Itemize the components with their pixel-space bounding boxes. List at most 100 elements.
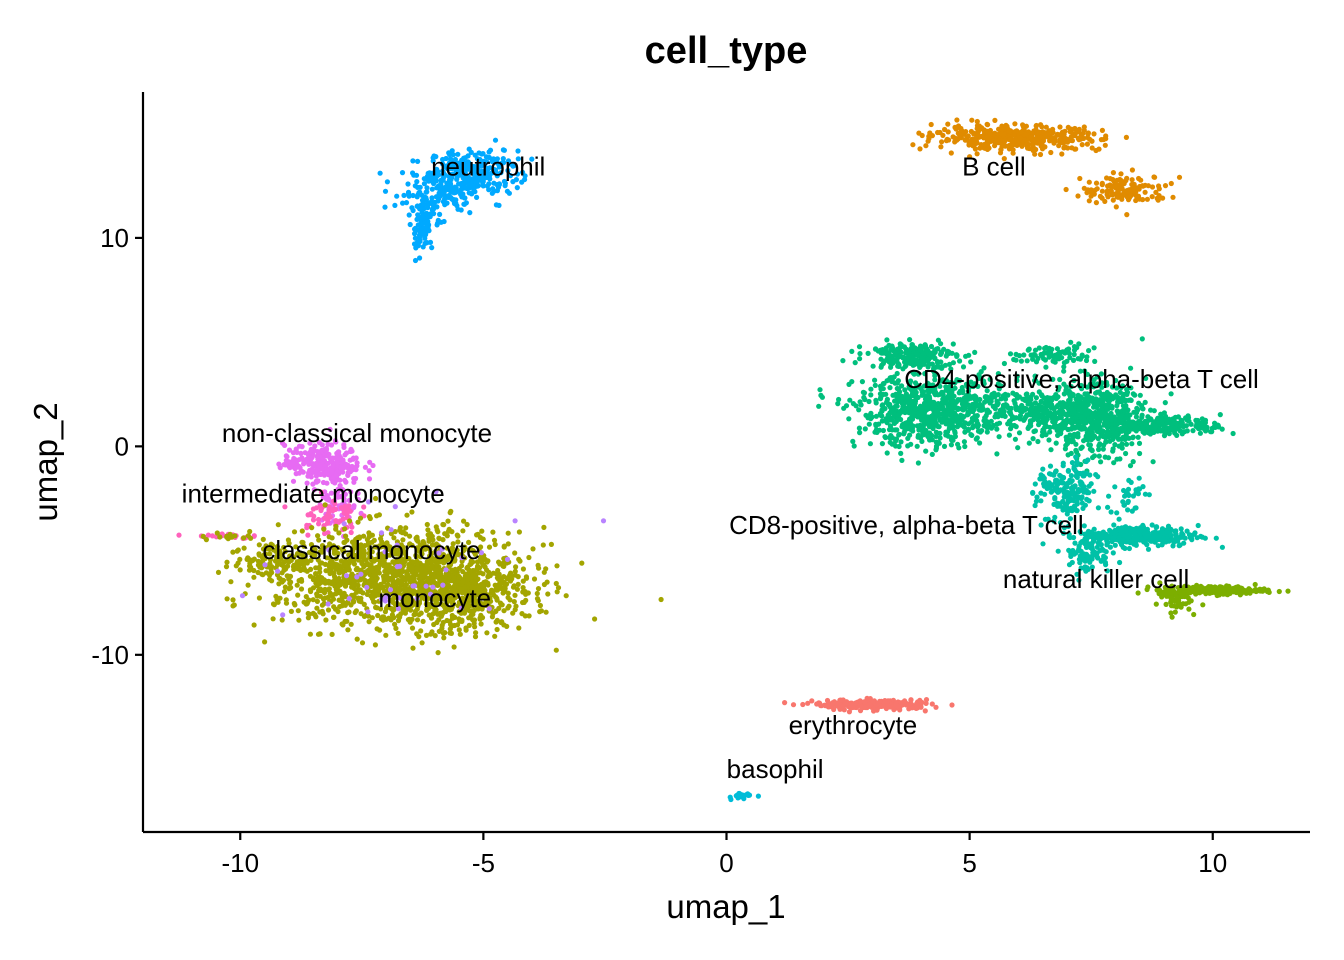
- data-point: [514, 185, 520, 191]
- data-point: [1090, 550, 1096, 556]
- data-point: [1083, 357, 1090, 364]
- data-point: [926, 136, 932, 142]
- data-point: [819, 394, 826, 400]
- data-point: [918, 408, 924, 415]
- data-point: [852, 360, 858, 366]
- data-point: [982, 399, 988, 405]
- data-point: [927, 382, 933, 388]
- data-point: [950, 341, 956, 347]
- data-point: [460, 157, 466, 163]
- data-point: [1213, 587, 1219, 593]
- data-point: [925, 421, 931, 427]
- data-point: [1132, 505, 1138, 511]
- data-point: [872, 377, 878, 383]
- data-point: [1068, 473, 1074, 479]
- data-point: [943, 378, 949, 384]
- data-point: [1089, 145, 1095, 151]
- data-point: [1018, 358, 1024, 364]
- data-point: [898, 439, 904, 445]
- data-point: [1040, 144, 1046, 150]
- data-point: [888, 408, 895, 414]
- data-point: [1057, 349, 1063, 355]
- data-point: [1108, 509, 1114, 515]
- data-point: [1093, 472, 1099, 478]
- data-point: [1110, 436, 1116, 442]
- data-point: [977, 440, 983, 446]
- data-point: [311, 513, 317, 519]
- data-point: [886, 355, 892, 361]
- data-point: [1171, 539, 1177, 545]
- data-point: [866, 398, 872, 405]
- data-point: [1030, 391, 1036, 397]
- data-point: [970, 423, 977, 429]
- data-point: [896, 362, 902, 368]
- data-point: [314, 598, 320, 605]
- data-point: [1081, 438, 1087, 444]
- data-point: [1168, 526, 1174, 532]
- data-point: [1081, 124, 1087, 130]
- data-point: [972, 395, 978, 401]
- data-point: [1059, 130, 1065, 136]
- data-point: [1124, 212, 1130, 218]
- data-point: [950, 423, 957, 430]
- data-point: [1088, 419, 1094, 425]
- data-point: [474, 167, 480, 173]
- data-point: [464, 176, 470, 182]
- data-point: [928, 343, 935, 350]
- data-point: [1075, 422, 1081, 428]
- data-point: [1123, 450, 1129, 457]
- data-point: [354, 636, 360, 642]
- data-point: [1026, 346, 1032, 352]
- data-point: [293, 463, 300, 469]
- data-point: [929, 361, 936, 367]
- data-point: [914, 352, 920, 358]
- data-point: [350, 456, 356, 462]
- data-point: [960, 400, 967, 406]
- data-point: [944, 412, 950, 418]
- data-point: [1049, 482, 1055, 488]
- data-point: [304, 522, 310, 528]
- data-point: [452, 156, 458, 163]
- data-point: [836, 396, 842, 403]
- data-point: [1112, 542, 1118, 548]
- data-point: [928, 121, 934, 128]
- data-point: [1061, 494, 1067, 500]
- data-point: [1127, 412, 1133, 418]
- data-point: [1193, 591, 1199, 597]
- data-point: [437, 187, 443, 193]
- data-point: [461, 166, 467, 172]
- data-point: [954, 117, 960, 123]
- data-point: [467, 210, 473, 216]
- data-point: [938, 349, 944, 355]
- data-point: [298, 450, 304, 456]
- data-point: [1130, 435, 1136, 441]
- data-point: [1033, 395, 1039, 401]
- data-point: [918, 385, 924, 391]
- data-point: [1086, 198, 1092, 204]
- data-point: [1021, 417, 1027, 423]
- data-point: [1140, 484, 1146, 490]
- data-point: [307, 449, 313, 455]
- data-point: [440, 161, 446, 167]
- data-point: [945, 129, 951, 135]
- data-point: [270, 616, 276, 622]
- data-point: [1134, 405, 1140, 411]
- data-point: [994, 451, 1000, 457]
- data-point: [283, 600, 290, 606]
- data-point: [321, 526, 327, 532]
- data-point: [1064, 501, 1070, 507]
- data-point: [952, 403, 958, 410]
- data-point: [1084, 141, 1090, 147]
- data-point: [501, 147, 507, 153]
- data-point: [1129, 441, 1135, 447]
- data-point: [1043, 124, 1049, 130]
- data-point: [1007, 136, 1013, 142]
- data-point: [1007, 351, 1014, 357]
- data-point: [1109, 192, 1115, 198]
- data-point: [1122, 397, 1128, 403]
- data-point: [1112, 442, 1118, 448]
- data-point: [1137, 392, 1143, 398]
- data-point: [515, 148, 521, 154]
- data-point: [957, 132, 963, 138]
- data-point: [1118, 414, 1124, 420]
